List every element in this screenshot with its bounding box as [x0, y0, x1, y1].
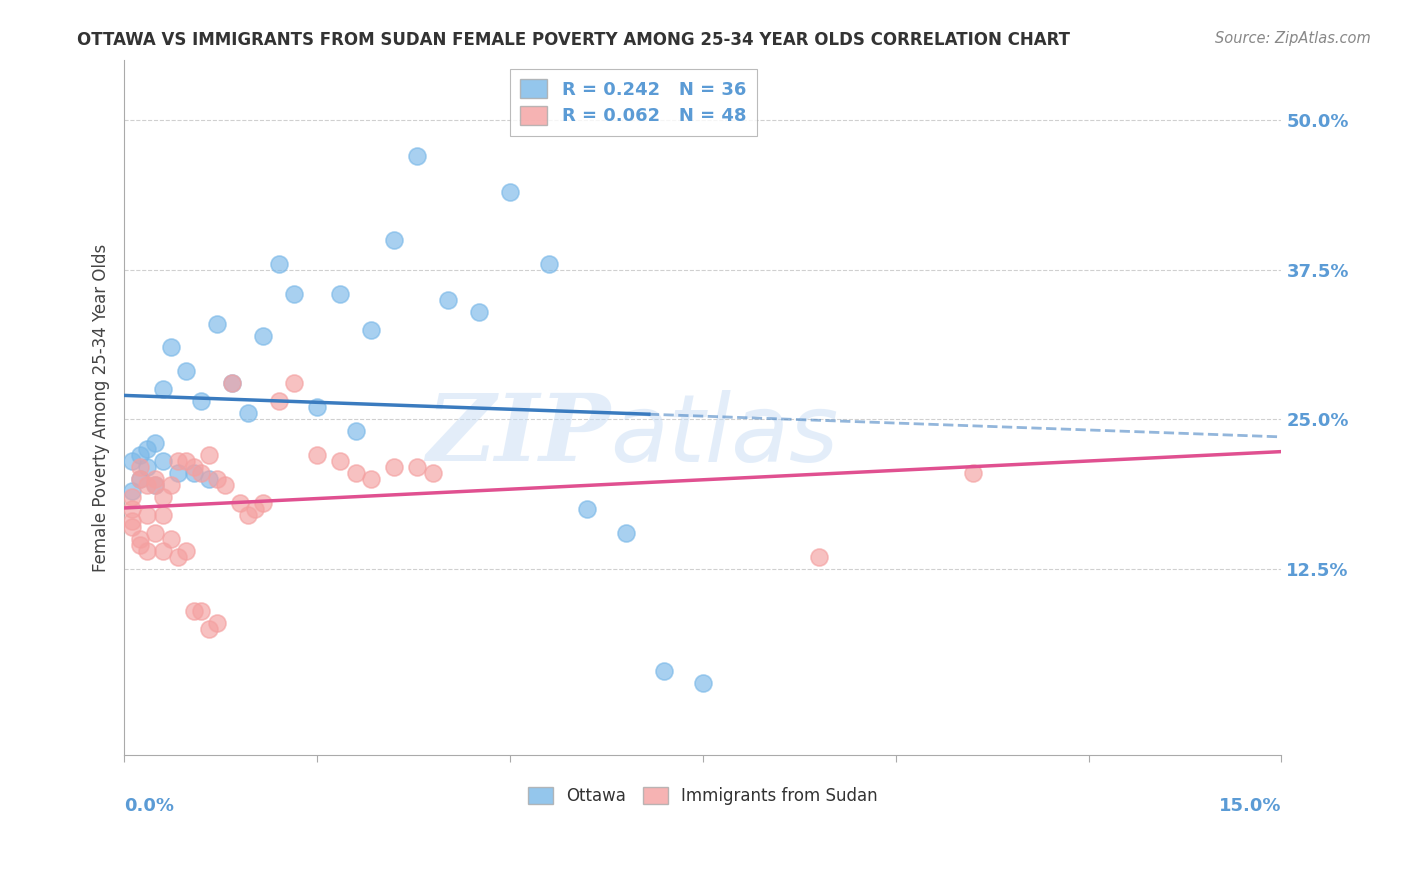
Point [360, 472, 382, 486]
Point [252, 328, 274, 343]
Point [167, 467, 190, 481]
Point [121, 484, 143, 499]
Point [652, 665, 675, 679]
Point [307, 401, 329, 415]
Point [136, 460, 159, 475]
Point [136, 544, 159, 558]
Text: atlas: atlas [610, 390, 838, 481]
Point [245, 502, 267, 516]
Point [406, 460, 429, 475]
Point [205, 472, 228, 486]
Point [174, 364, 197, 378]
Point [143, 478, 166, 492]
Point [198, 623, 221, 637]
Point [121, 515, 143, 529]
Point [283, 286, 305, 301]
Point [128, 533, 150, 547]
Point [214, 478, 236, 492]
Point [174, 544, 197, 558]
Point [128, 538, 150, 552]
Y-axis label: Female Poverty Among 25-34 Year Olds: Female Poverty Among 25-34 Year Olds [93, 244, 110, 572]
Point [344, 425, 367, 439]
Point [307, 449, 329, 463]
Text: 0.0%: 0.0% [124, 797, 174, 815]
Point [143, 526, 166, 541]
Point [382, 233, 405, 247]
Point [252, 496, 274, 510]
Point [167, 454, 190, 468]
Point [121, 502, 143, 516]
Legend: Ottawa, Immigrants from Sudan: Ottawa, Immigrants from Sudan [520, 779, 886, 814]
Point [205, 317, 228, 331]
Point [152, 508, 174, 523]
Point [128, 449, 150, 463]
Point [614, 526, 637, 541]
Point [121, 491, 143, 505]
Point [422, 467, 444, 481]
Point [152, 383, 174, 397]
Point [190, 604, 212, 618]
Point [183, 467, 205, 481]
Point [807, 550, 830, 565]
Point [283, 376, 305, 391]
Point [221, 376, 243, 391]
Point [136, 478, 159, 492]
Point [136, 442, 159, 457]
Point [136, 508, 159, 523]
Point [205, 616, 228, 631]
Point [128, 460, 150, 475]
Point [128, 472, 150, 486]
Point [143, 478, 166, 492]
Point [406, 148, 429, 162]
Point [382, 460, 405, 475]
Point [198, 449, 221, 463]
Point [499, 185, 522, 199]
Point [152, 454, 174, 468]
Text: 15.0%: 15.0% [1219, 797, 1281, 815]
Point [190, 394, 212, 409]
Point [329, 454, 352, 468]
Point [267, 256, 290, 270]
Point [183, 460, 205, 475]
Point [183, 604, 205, 618]
Text: OTTAWA VS IMMIGRANTS FROM SUDAN FEMALE POVERTY AMONG 25-34 YEAR OLDS CORRELATION: OTTAWA VS IMMIGRANTS FROM SUDAN FEMALE P… [77, 31, 1070, 49]
Text: ZIP: ZIP [426, 391, 610, 480]
Point [229, 496, 252, 510]
Point [236, 508, 259, 523]
Point [121, 454, 143, 468]
Point [152, 491, 174, 505]
Point [128, 472, 150, 486]
Point [576, 502, 599, 516]
Point [167, 550, 190, 565]
Point [174, 454, 197, 468]
Point [692, 676, 714, 690]
Point [468, 304, 491, 318]
Point [329, 286, 352, 301]
Point [344, 467, 367, 481]
Point [143, 436, 166, 450]
Point [143, 472, 166, 486]
Point [437, 293, 460, 307]
Point [198, 472, 221, 486]
Point [537, 256, 560, 270]
Point [236, 407, 259, 421]
Point [152, 544, 174, 558]
Point [190, 467, 212, 481]
Point [159, 533, 181, 547]
Point [121, 520, 143, 534]
Text: Source: ZipAtlas.com: Source: ZipAtlas.com [1215, 31, 1371, 46]
Point [159, 478, 181, 492]
Point [962, 467, 984, 481]
Point [221, 376, 243, 391]
Point [360, 322, 382, 336]
Point [159, 341, 181, 355]
Point [267, 394, 290, 409]
